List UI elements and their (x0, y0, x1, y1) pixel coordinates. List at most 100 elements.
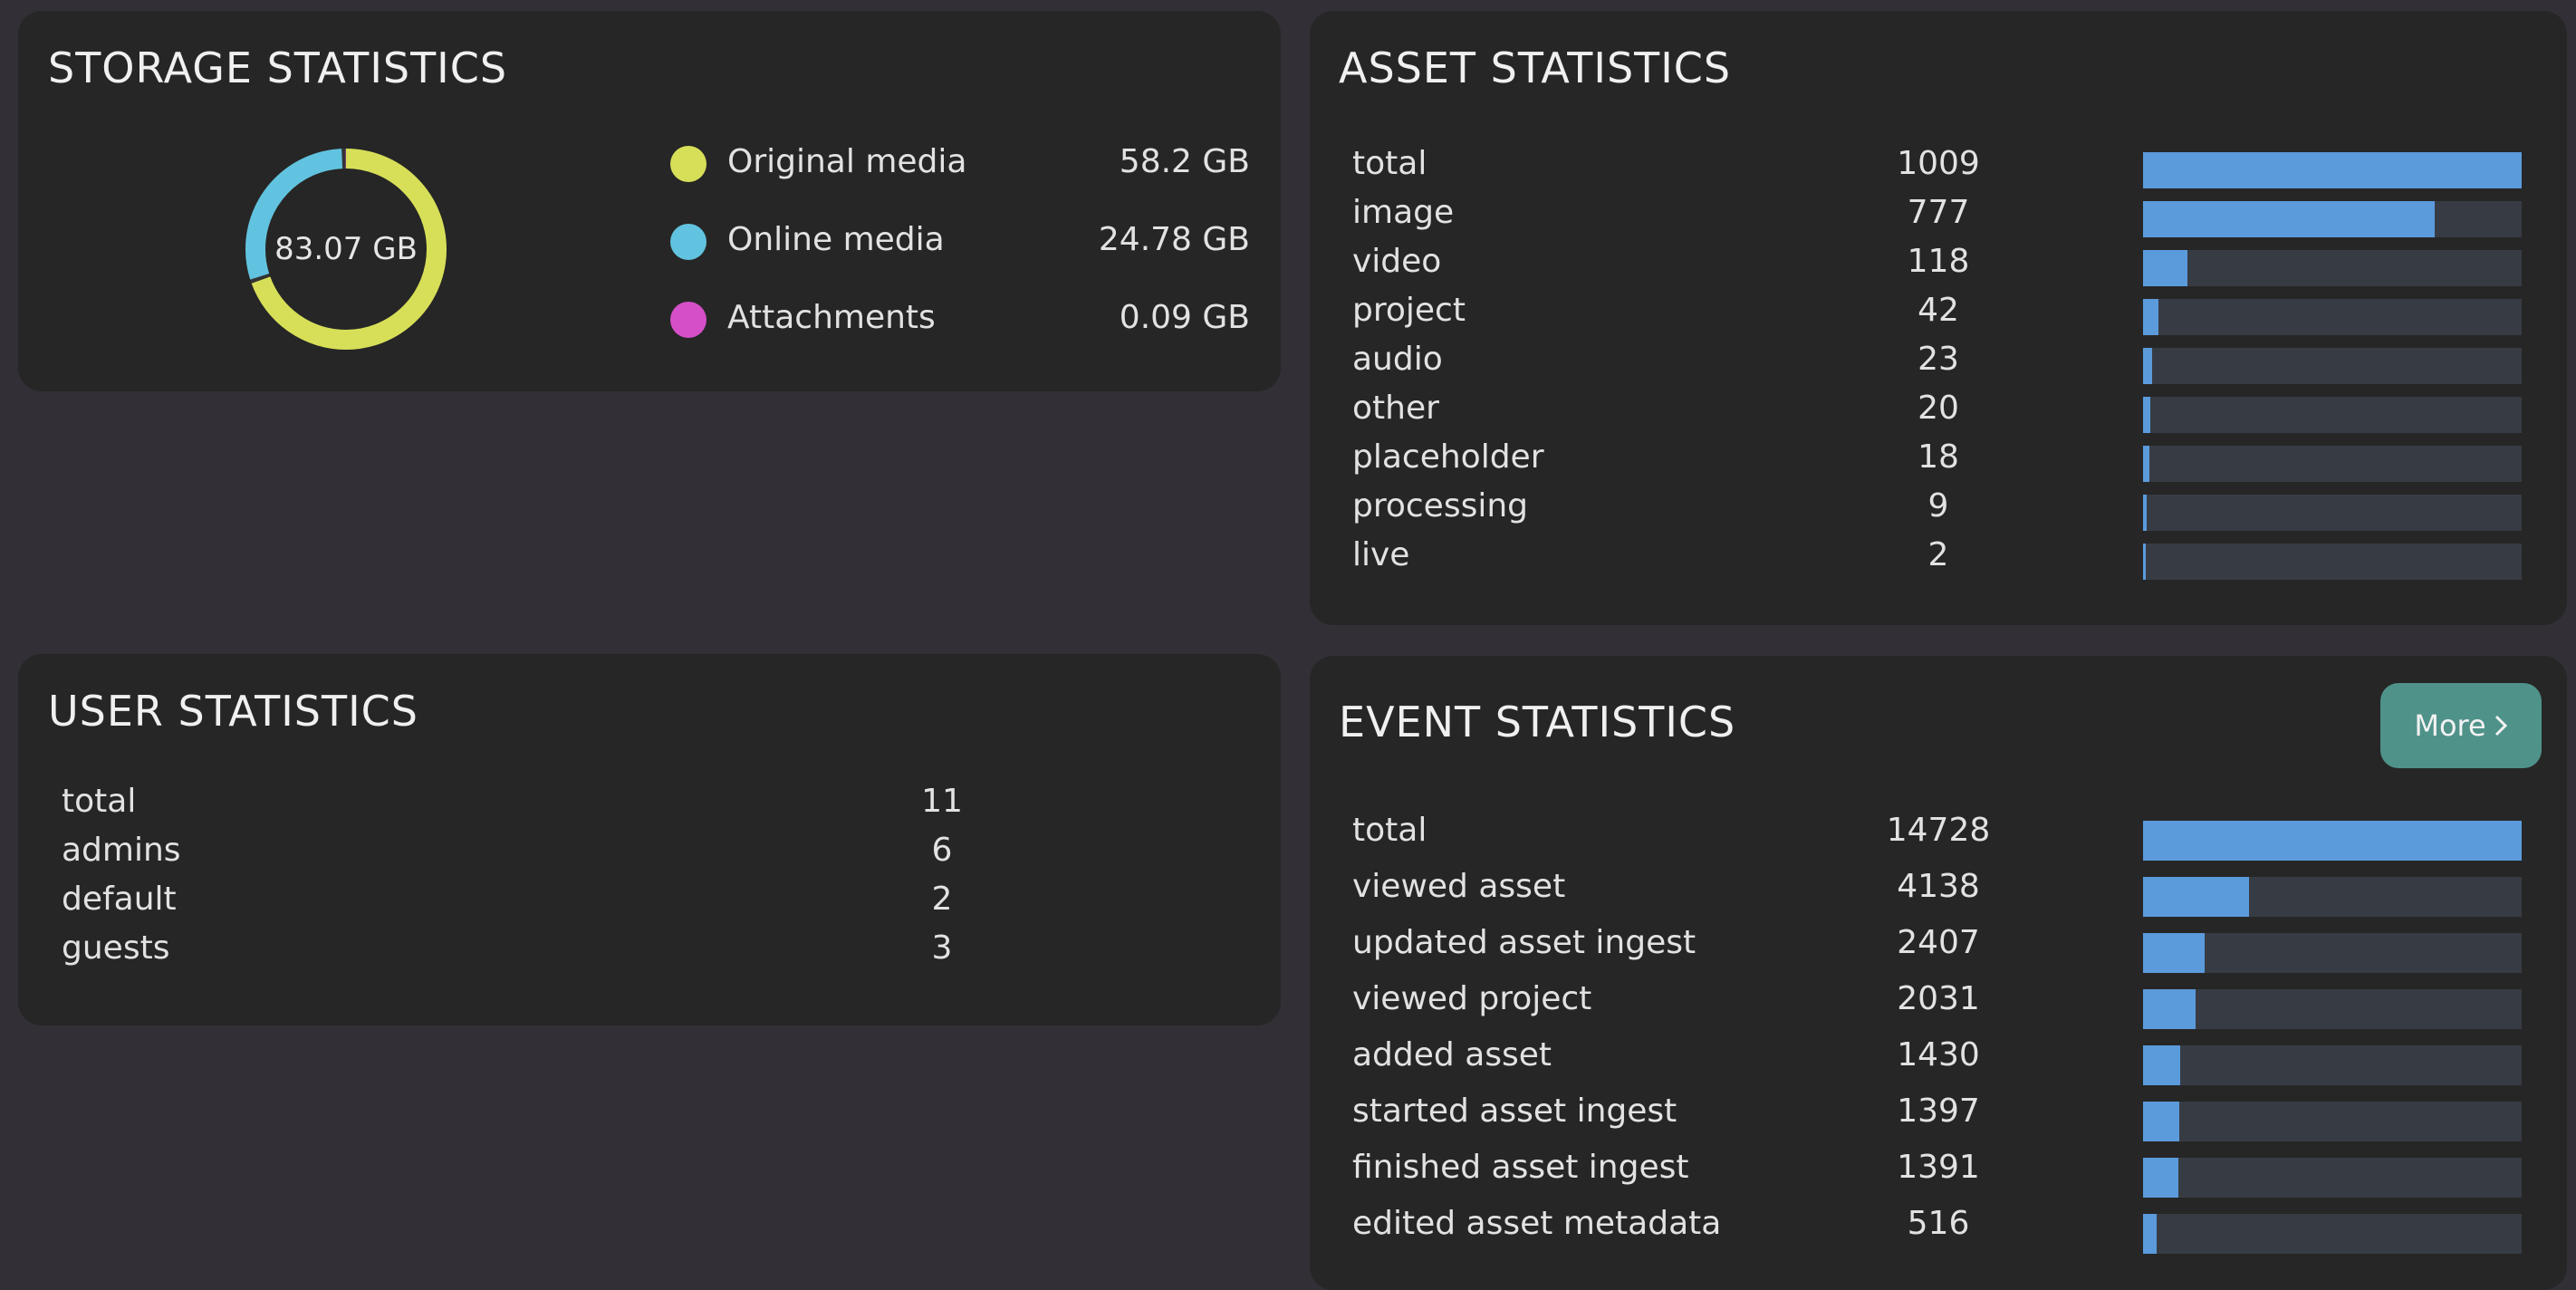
event-stat-value: 4138 (1897, 868, 1980, 905)
asset-stat-bar-fill (2143, 250, 2187, 286)
asset-stat-bar-track (2143, 152, 2522, 188)
asset-statistics-title: ASSET STATISTICS (1339, 43, 1732, 92)
event-stat-label: updated asset ingest (1352, 924, 1697, 961)
legend-label: Original media (727, 143, 967, 180)
more-button[interactable]: More (2380, 683, 2542, 768)
event-stat-label: viewed asset (1352, 868, 1566, 905)
legend-item-online-media: Online media 24.78 GB (670, 216, 1250, 270)
asset-stat-bar-fill (2143, 446, 2150, 482)
legend-value: 24.78 GB (1098, 221, 1250, 258)
user-stat-label: total (62, 783, 137, 820)
asset-stat-bar-fill (2143, 397, 2151, 433)
asset-stat-value: 9 (1927, 487, 1949, 525)
asset-stat-value: 1009 (1897, 145, 1980, 182)
asset-stat-label: video (1352, 243, 1442, 280)
event-statistics-card: EVENT STATISTICS More total 14728 viewed a… (1310, 656, 2567, 1290)
donut-segment-original-media (245, 149, 447, 350)
asset-stat-label: other (1352, 390, 1439, 427)
user-stat-value: 11 (921, 783, 963, 820)
storage-statistics-card: STORAGE STATISTICS 83.07 GB Original med… (18, 11, 1281, 391)
legend-item-original-media: Original media 58.2 GB (670, 138, 1250, 192)
legend-label: Attachments (727, 299, 936, 336)
event-stat-bar-fill (2143, 1045, 2180, 1085)
asset-stat-value: 23 (1918, 341, 1959, 378)
asset-stat-bar-track (2143, 201, 2522, 237)
legend-dot-online-media (670, 224, 706, 260)
asset-stat-bar-fill (2143, 299, 2159, 335)
asset-stat-row: placeholder 18 (1310, 438, 2567, 487)
asset-stat-bar-track (2143, 250, 2522, 286)
event-stat-value: 516 (1907, 1205, 1970, 1242)
legend-dot-original-media (670, 146, 706, 182)
event-stat-bar-track (2143, 1102, 2522, 1141)
event-stat-bar-fill (2143, 933, 2206, 973)
asset-stat-row: total 1009 (1310, 145, 2567, 194)
event-stat-bar-track (2143, 933, 2522, 973)
event-stat-row: viewed asset 4138 (1310, 868, 2567, 917)
asset-stat-row: other 20 (1310, 390, 2567, 438)
asset-stat-label: project (1352, 292, 1466, 329)
legend-value: 0.09 GB (1119, 299, 1250, 336)
asset-stat-bar-fill (2143, 201, 2435, 237)
asset-stat-row: project 42 (1310, 292, 2567, 341)
user-stat-row: guests 3 (18, 929, 1281, 978)
asset-stat-value: 777 (1907, 194, 1970, 231)
event-stat-value: 2407 (1897, 924, 1980, 961)
asset-stat-bar-track (2143, 299, 2522, 335)
chevron-right-icon (2494, 715, 2507, 736)
legend-item-attachments: Attachments 0.09 GB (670, 294, 1250, 348)
event-stat-row: viewed project 2031 (1310, 980, 2567, 1029)
legend-label: Online media (727, 221, 945, 258)
event-stat-value: 14728 (1886, 812, 1991, 849)
event-stat-row: edited asset metadata 516 (1310, 1205, 2567, 1254)
asset-stat-value: 118 (1907, 243, 1970, 280)
event-stat-row: added asset 1430 (1310, 1036, 2567, 1085)
event-stat-label: added asset (1352, 1036, 1552, 1073)
event-stat-row: finished asset ingest 1391 (1310, 1149, 2567, 1198)
storage-total-label: 83.07 GB (274, 231, 418, 267)
event-stat-bar-track (2143, 1045, 2522, 1085)
asset-statistics-card: ASSET STATISTICS total 1009 image 777 video 1… (1310, 11, 2567, 625)
storage-statistics-title: STORAGE STATISTICS (48, 43, 508, 92)
user-stat-value: 2 (931, 881, 953, 918)
user-stat-value: 6 (931, 832, 953, 869)
event-stat-bar-fill (2143, 1214, 2157, 1254)
asset-stat-bar-track (2143, 348, 2522, 384)
legend-value: 58.2 GB (1119, 143, 1250, 180)
event-stat-row: updated asset ingest 2407 (1310, 924, 2567, 973)
asset-stat-label: live (1352, 536, 1410, 573)
asset-stat-label: processing (1352, 487, 1529, 525)
user-statistics-title: USER STATISTICS (48, 687, 418, 736)
event-stat-row: total 14728 (1310, 812, 2567, 861)
event-stat-bar-track (2143, 821, 2522, 861)
user-stat-row: default 2 (18, 881, 1281, 929)
event-stat-bar-track (2143, 1214, 2522, 1254)
user-stat-label: default (62, 881, 177, 918)
event-stat-value: 1430 (1897, 1036, 1980, 1073)
more-button-label: More (2414, 708, 2486, 743)
event-stat-bar-track (2143, 989, 2522, 1029)
asset-stat-value: 2 (1927, 536, 1949, 573)
donut-segment-online-media (245, 149, 447, 350)
event-stat-label: total (1352, 812, 1427, 849)
asset-stat-value: 42 (1918, 292, 1959, 329)
event-stat-bar-fill (2143, 821, 2522, 861)
asset-stat-row: processing 9 (1310, 487, 2567, 536)
event-stat-label: finished asset ingest (1352, 1149, 1689, 1186)
asset-stat-value: 20 (1918, 390, 1959, 427)
asset-stat-bar-track (2143, 495, 2522, 531)
asset-stat-row: video 118 (1310, 243, 2567, 292)
event-stat-bar-fill (2143, 989, 2196, 1029)
event-stat-value: 2031 (1897, 980, 1980, 1017)
event-stat-row: started asset ingest 1397 (1310, 1093, 2567, 1141)
asset-stat-row: audio 23 (1310, 341, 2567, 390)
asset-stat-row: live 2 (1310, 536, 2567, 585)
user-statistics-card: USER STATISTICS total 11 admins 6 default 2 gu… (18, 654, 1281, 1025)
storage-donut-chart (245, 149, 447, 350)
asset-stat-label: audio (1352, 341, 1443, 378)
asset-stat-value: 18 (1918, 438, 1959, 476)
event-stat-bar-track (2143, 877, 2522, 917)
event-stat-label: started asset ingest (1352, 1093, 1677, 1130)
user-stat-value: 3 (931, 929, 953, 967)
event-stat-label: viewed project (1352, 980, 1592, 1017)
